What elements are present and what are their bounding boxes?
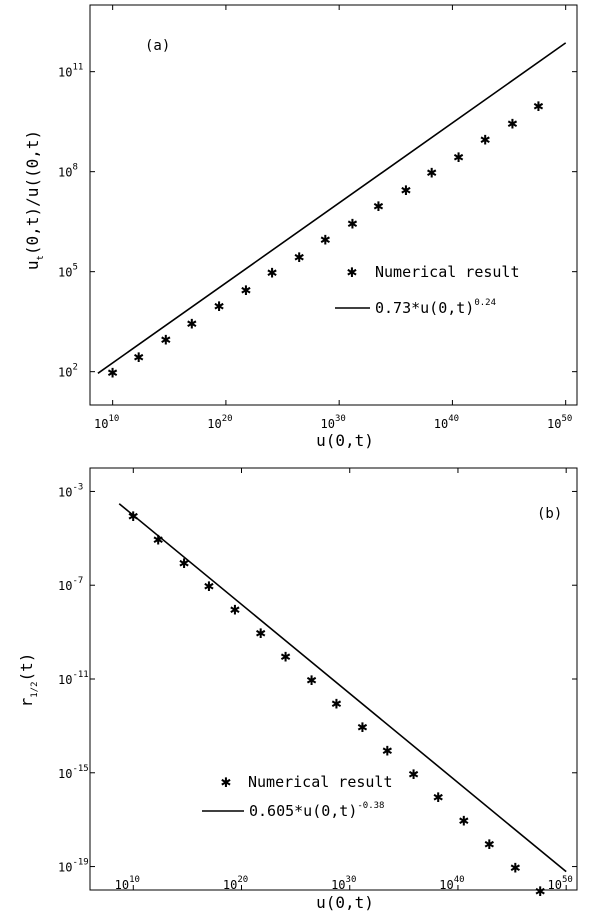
b-point: ✱ (306, 670, 316, 690)
a-point: ✱ (427, 163, 437, 183)
b-xtick-label: 1030 (331, 875, 356, 892)
legend-a-line-exp: 0.24 (474, 298, 496, 308)
svg-text:r1/2(t): r1/2(t) (17, 653, 40, 708)
a-point: ✱ (214, 296, 224, 316)
a-xtick-label: 1050 (547, 414, 572, 431)
legend-a-marker: ✱ (347, 262, 357, 282)
panel-b-xlabel: u(0,t) (316, 893, 374, 912)
b-xtick-label: 1040 (439, 875, 464, 892)
a-point: ✱ (401, 180, 411, 200)
b-point: ✱ (510, 858, 520, 878)
a-fit-line (97, 42, 567, 374)
b-point: ✱ (382, 740, 392, 760)
b-fit-line (118, 503, 567, 873)
legend-a-marker-label: Numerical result (375, 263, 520, 281)
b-xtick-label: 1010 (115, 875, 140, 892)
panel-b-axes: 1010 1020 1030 1040 1050 10-3 10-7 10-11 10-15 10… (58, 468, 577, 892)
panel-a-frame (89, 4, 578, 406)
a-point: ✱ (161, 329, 171, 349)
panel-a-label: (a) (145, 38, 170, 54)
b-point: ✱ (459, 811, 469, 831)
a-ytick-label: 105 (58, 263, 78, 280)
a-point: ✱ (134, 347, 144, 367)
b-xtick-label: 1020 (223, 875, 248, 892)
panel-b-legend: ✱ Numerical result 0.605*u(0,t)-0.38 (202, 772, 393, 820)
panel-b: 1010 1020 1030 1040 1050 10-3 10-7 10-11 10-15 10… (17, 467, 578, 912)
b-point: ✱ (230, 600, 240, 620)
a-point: ✱ (267, 263, 277, 283)
a-ytick-label: 1011 (58, 63, 83, 80)
a-point: ✱ (347, 213, 357, 233)
panel-b-label: (b) (537, 506, 562, 522)
a-point: ✱ (373, 196, 383, 216)
b-point: ✱ (433, 787, 443, 807)
b-point: ✱ (153, 529, 163, 549)
a-point: ✱ (108, 363, 118, 383)
legend-b-line-exp: -0.38 (357, 801, 384, 811)
a-point: ✱ (480, 129, 490, 149)
panel-a-ylabel: ut(0,t)/u((0,t) (23, 130, 46, 270)
b-point: ✱ (179, 553, 189, 573)
legend-b-line-label: 0.605*u(0,t)-0.38 (249, 801, 384, 820)
panel-a-xlabel: u(0,t) (316, 431, 374, 450)
panel-b-marks: ✱ ✱ ✱ ✱ ✱ ✱ ✱ ✱ ✱ ✱ ✱ ✱ ✱ ✱ ✱ ✱ ✱ (118, 503, 567, 901)
b-xtick-label: 1050 (548, 875, 573, 892)
legend-b-marker: ✱ (221, 772, 231, 792)
b-ytick-label: 10-3 (58, 482, 83, 499)
a-point: ✱ (294, 247, 304, 267)
b-point: ✱ (128, 506, 138, 526)
a-ytick-label: 108 (58, 163, 78, 180)
b-ytick-label: 10-15 (58, 764, 89, 781)
a-xtick-label: 1040 (434, 414, 459, 431)
b-ytick-label: 10-7 (58, 576, 83, 593)
a-point: ✱ (320, 229, 330, 249)
a-point: ✱ (241, 280, 251, 300)
svg-text:ut(0,t)/u((0,t): ut(0,t)/u((0,t) (23, 130, 46, 270)
legend-a-line-label: 0.73*u(0,t)0.24 (375, 298, 496, 317)
b-point: ✱ (331, 693, 341, 713)
b-ytick-label: 10-11 (58, 670, 89, 687)
panel-a-legend: ✱ Numerical result 0.73*u(0,t)0.24 (335, 262, 520, 317)
b-point: ✱ (256, 623, 266, 643)
b-point: ✱ (281, 647, 291, 667)
a-point: ✱ (507, 113, 517, 133)
a-xtick-label: 1020 (207, 414, 232, 431)
b-ytick-label: 10-19 (58, 858, 89, 875)
b-point: ✱ (357, 717, 367, 737)
a-xtick-label: 1010 (94, 414, 119, 431)
a-point: ✱ (533, 96, 543, 116)
a-point: ✱ (187, 313, 197, 333)
b-point: ✱ (204, 576, 214, 596)
panel-b-ylabel: r1/2(t) (17, 653, 40, 708)
legend-b-marker-label: Numerical result (248, 773, 393, 791)
b-point: ✱ (535, 881, 545, 901)
a-ytick-label: 102 (58, 363, 78, 380)
b-point: ✱ (484, 834, 494, 854)
a-point: ✱ (453, 147, 463, 167)
a-xtick-label: 1030 (321, 414, 346, 431)
b-point: ✱ (408, 764, 418, 784)
panel-a-marks: ✱ ✱ ✱ ✱ ✱ ✱ ✱ ✱ ✱ ✱ ✱ ✱ ✱ ✱ ✱ ✱ ✱ (97, 42, 567, 383)
